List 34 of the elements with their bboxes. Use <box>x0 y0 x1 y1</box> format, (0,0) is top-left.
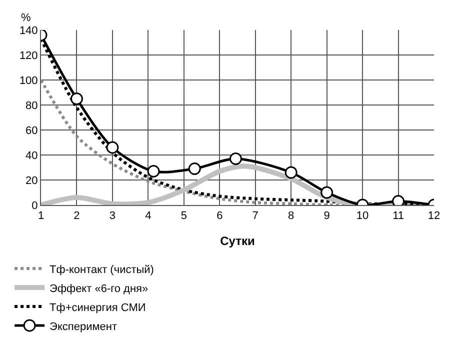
y-axis-title: % <box>21 12 31 24</box>
y-tick-label: 100 <box>19 74 38 87</box>
point <box>229 152 242 165</box>
x-tick-label: 12 <box>428 210 440 222</box>
x-tick-label: 1 <box>38 210 44 222</box>
x-tick-label: 9 <box>324 210 330 222</box>
point <box>70 92 83 105</box>
x-tick-label: 5 <box>180 210 187 222</box>
y-tick-label: 40 <box>26 150 38 162</box>
legend-label: Эффект «6-го дня» <box>50 282 148 295</box>
y-tick-label: 80 <box>26 100 38 112</box>
x-tick-label: 10 <box>356 210 369 222</box>
y-tick-label: 120 <box>19 50 38 62</box>
x-tick-label: 2 <box>74 210 80 222</box>
legend-label: Тф+синергия СМИ <box>50 302 146 314</box>
x-tick-label: 8 <box>288 210 294 222</box>
y-tick-label: 140 <box>19 24 38 37</box>
y-tick-label: 60 <box>26 124 38 137</box>
y-tick-label: 20 <box>26 174 38 187</box>
point <box>188 162 201 175</box>
point <box>147 165 160 178</box>
point <box>106 141 119 154</box>
y-tick-label: 0 <box>32 200 38 212</box>
point <box>392 195 405 205</box>
point <box>320 186 334 199</box>
x-axis-title: Сутки <box>220 234 255 248</box>
x-tick-label: 6 <box>216 210 223 222</box>
legend-label: Тф-контакт (чистый) <box>50 264 154 276</box>
x-tick-label: 3 <box>109 210 116 222</box>
legend-label: Эксперимент <box>50 320 118 333</box>
x-tick-label: 4 <box>145 210 152 222</box>
x-tick-label: 11 <box>392 210 404 222</box>
x-tick-label: 7 <box>252 210 258 222</box>
point <box>284 166 298 179</box>
